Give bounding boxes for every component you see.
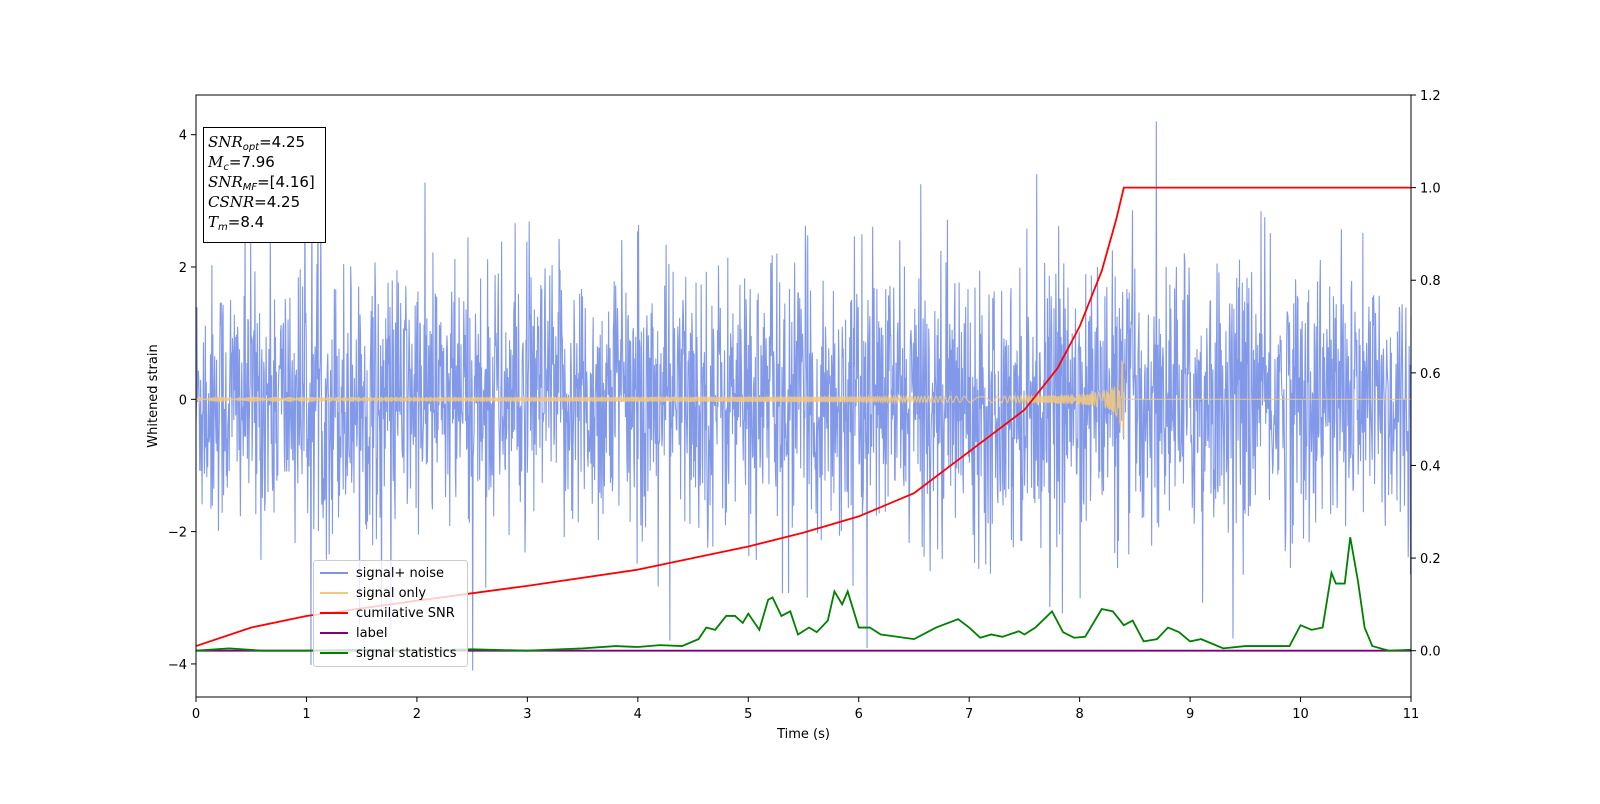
chart-legend: signal+ noise signal only cumilative SNR…: [313, 560, 468, 667]
legend-label: cumilative SNR: [356, 605, 455, 621]
snr-opt-value: =4.25: [259, 133, 306, 151]
y-tick-label: 0: [179, 393, 187, 408]
x-tick-label: 9: [1186, 707, 1194, 722]
mc-symbol: M: [208, 153, 224, 171]
parameter-infobox: SNRopt=4.25 Mc=7.96 SNRMF=[4.16] CSNR=4.…: [203, 127, 326, 243]
snr-opt-symbol: SNR: [208, 133, 243, 151]
legend-item-label: label: [320, 624, 387, 642]
csnr-symbol: CSNR: [208, 193, 255, 211]
tm-row: Tm=8.4: [208, 212, 325, 233]
x-tick-label: 6: [855, 707, 863, 722]
legend-label: label: [356, 625, 388, 641]
x-tick-label: 0: [192, 707, 200, 722]
x-tick-label: 1: [302, 707, 310, 722]
legend-swatch: [320, 612, 348, 614]
mc-value: =7.96: [228, 153, 275, 171]
tm-subscript: m: [218, 222, 228, 233]
signal-only-line: [195, 360, 1411, 437]
signal-noise-line: [195, 121, 1412, 671]
y2-tick-label: 1.2: [1420, 89, 1441, 104]
y2-tick-label: 0.0: [1420, 645, 1441, 660]
x-tick-label: 10: [1292, 707, 1309, 722]
legend-item-signal-only: signal only: [320, 584, 426, 602]
x-tick-label: 4: [634, 707, 642, 722]
signal-only-series-group: [195, 360, 1411, 437]
legend-label: signal only: [356, 585, 427, 601]
legend-item-cumulative-snr: cumilative SNR: [320, 604, 455, 622]
legend-swatch: [320, 592, 348, 594]
x-tick-label: 2: [413, 707, 421, 722]
tm-symbol: T: [208, 213, 219, 231]
snr-opt-row: SNRopt=4.25: [208, 132, 325, 153]
snr-mf-symbol: SNR: [208, 173, 243, 191]
y-tick-label: −2: [168, 526, 187, 541]
mc-subscript: c: [223, 162, 229, 173]
legend-label: signal+ noise: [356, 565, 445, 581]
y2-tick-label: 0.6: [1420, 367, 1441, 382]
snr-opt-subscript: opt: [242, 142, 260, 153]
y-tick-label: 4: [179, 129, 187, 144]
csnr-value: =4.25: [254, 193, 301, 211]
x-tick-label: 5: [744, 707, 752, 722]
snr-mf-value: =[4.16]: [257, 173, 315, 191]
x-tick-label: 11: [1403, 707, 1420, 722]
x-tick-label: 8: [1075, 707, 1083, 722]
legend-item-signal-statistics: signal statistics: [320, 644, 457, 662]
y-tick-label: 2: [179, 261, 187, 276]
x-axis-label: Time (s): [776, 727, 830, 742]
legend-swatch: [320, 652, 348, 654]
signal-statistics-line: [195, 537, 1412, 652]
x-tick-label: 7: [965, 707, 973, 722]
plot-frame: [195, 94, 1412, 698]
noise-series-group: [195, 121, 1412, 671]
legend-label: signal statistics: [356, 645, 457, 661]
snr-mf-subscript: MF: [242, 182, 258, 193]
axes-group: 0 1 2 3 4 5 6 7 8 9 10 11 −4 −2 0 2 4 0.0 0.2 0.4 0.6 0.8 1.0 1…: [146, 89, 1441, 742]
y-axis-label: Whitened strain: [146, 344, 161, 447]
tm-value: =8.4: [227, 213, 265, 231]
y2-tick-label: 0.2: [1420, 552, 1441, 567]
legend-swatch: [320, 632, 348, 634]
csnr-row: CSNR=4.25: [208, 192, 325, 212]
mc-row: Mc=7.96: [208, 152, 325, 173]
y2-tick-label: 1.0: [1420, 182, 1441, 197]
x-tick-label: 3: [523, 707, 531, 722]
y-tick-label: −4: [168, 658, 187, 673]
y2-tick-label: 0.4: [1420, 459, 1441, 474]
legend-swatch: [320, 572, 348, 574]
y2-tick-label: 0.8: [1420, 274, 1441, 289]
legend-item-signal-noise: signal+ noise: [320, 564, 444, 582]
snr-mf-row: SNRMF=[4.16]: [208, 172, 325, 193]
